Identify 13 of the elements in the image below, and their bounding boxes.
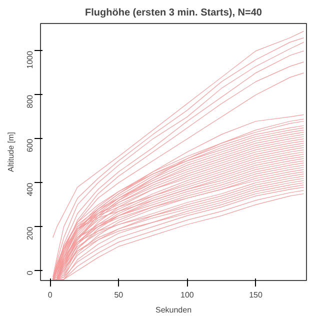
y-tick-label: 1000: [26, 50, 34, 69]
x-tick-label: 150: [249, 290, 263, 300]
y-tick-label: 400: [26, 182, 34, 196]
x-tick-label: 100: [180, 290, 194, 300]
x-tick-label: 0: [48, 290, 53, 300]
y-tick-label: 600: [26, 138, 34, 152]
x-tick-label: 50: [114, 290, 124, 300]
chart-title: Flughöhe (ersten 3 min. Starts), N=40: [85, 8, 262, 18]
y-tick-label: 800: [26, 94, 34, 108]
y-axis-title: Altitude [m]: [6, 132, 16, 172]
y-tick-label: 200: [26, 226, 34, 240]
x-axis-title: Sekunden: [155, 306, 192, 314]
y-tick-label: 0: [26, 270, 34, 276]
